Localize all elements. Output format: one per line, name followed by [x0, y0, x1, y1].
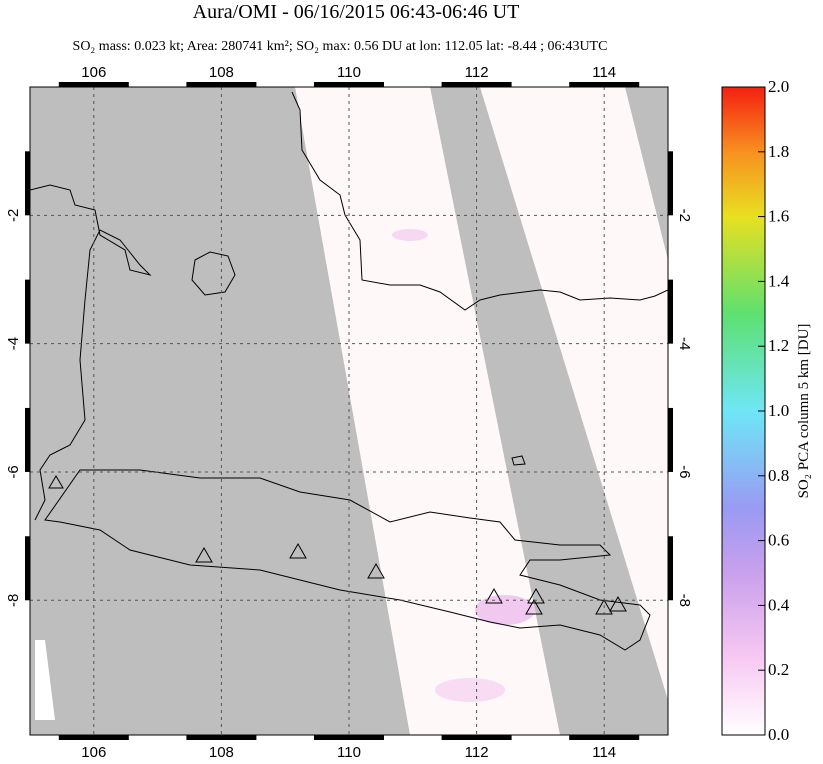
- frame-tick: [58, 735, 129, 740]
- frame-tick: [58, 82, 129, 87]
- frame-tick: [569, 82, 640, 87]
- frame-tick: [25, 536, 30, 601]
- volcano: [195, 546, 213, 563]
- volcano: [367, 562, 385, 579]
- frame-tick: [668, 279, 673, 344]
- x-tick-label: 114: [592, 64, 616, 81]
- colorbar-tick-label: 0.2: [768, 660, 789, 679]
- x-tick-label: 108: [209, 744, 234, 759]
- y-tick-label: -2: [5, 209, 22, 222]
- frame-tick: [25, 151, 30, 216]
- volcano: [48, 475, 64, 489]
- chart-subtitle: SO₂ mass: 0.023 kt; Area: 280741 km²; SO…: [73, 39, 608, 54]
- x-tick-label: 106: [81, 744, 106, 759]
- frame-tick: [25, 407, 30, 472]
- frame-tick: [441, 735, 512, 740]
- x-tick-label: 108: [209, 64, 234, 81]
- y-tick-label: -4: [5, 337, 22, 350]
- so2-patch: [392, 229, 428, 241]
- swath: [295, 87, 560, 735]
- frame-tick: [186, 735, 257, 740]
- frame-tick: [668, 536, 673, 601]
- volcano: [289, 542, 307, 559]
- colorbar-label: SO₂ PCA column 5 km [DU]: [796, 324, 812, 499]
- colorbar-tick-label: 1.2: [768, 336, 789, 355]
- x-tick-label: 114: [592, 744, 616, 759]
- colorbar-tick-label: 1.6: [768, 207, 789, 226]
- map: [30, 87, 668, 735]
- swath: [480, 87, 668, 700]
- volcano: [609, 595, 627, 612]
- y-tick-label: -8: [5, 594, 22, 607]
- x-tick-label: 112: [465, 744, 489, 759]
- y-tick-label: -8: [676, 594, 693, 607]
- colorbar-tick-label: 1.8: [768, 142, 789, 161]
- y-tick-label: -6: [676, 465, 693, 478]
- frame-tick: [314, 82, 384, 87]
- x-tick-label: 110: [337, 64, 361, 81]
- colorbar-tick-label: 0.8: [768, 466, 789, 485]
- colorbar-tick-label: 1.4: [768, 271, 790, 290]
- volcanoes: [48, 475, 627, 615]
- colorbar-tick-label: 0.4: [768, 595, 790, 614]
- swath: [35, 640, 55, 720]
- colorbar-tick-label: 1.0: [768, 401, 789, 420]
- x-tick-label: 110: [337, 744, 361, 759]
- y-tick-label: -4: [676, 337, 693, 350]
- grid: [30, 87, 668, 735]
- x-tick-label: 112: [465, 64, 489, 81]
- coastlines: [30, 91, 668, 651]
- frame-tick: [186, 82, 257, 87]
- frame-tick: [668, 151, 673, 216]
- so2-patch: [435, 678, 505, 702]
- frame-tick: [25, 279, 30, 344]
- colorbar-tick-label: 2.0: [768, 77, 789, 96]
- x-tick-label: 106: [81, 64, 106, 81]
- y-tick-label: -6: [5, 465, 22, 478]
- frame-tick: [314, 735, 384, 740]
- frame-tick: [668, 407, 673, 472]
- y-tick-label: -2: [676, 209, 693, 222]
- volcano: [525, 598, 543, 615]
- colorbar-tick-label: 0.6: [768, 531, 789, 550]
- frame-tick: [569, 735, 640, 740]
- frame-tick: [441, 82, 512, 87]
- chart-title: Aura/OMI - 06/16/2015 06:43-06:46 UT: [193, 1, 520, 23]
- colorbar-tick-label: 0.0: [768, 725, 789, 744]
- volcano: [485, 587, 503, 604]
